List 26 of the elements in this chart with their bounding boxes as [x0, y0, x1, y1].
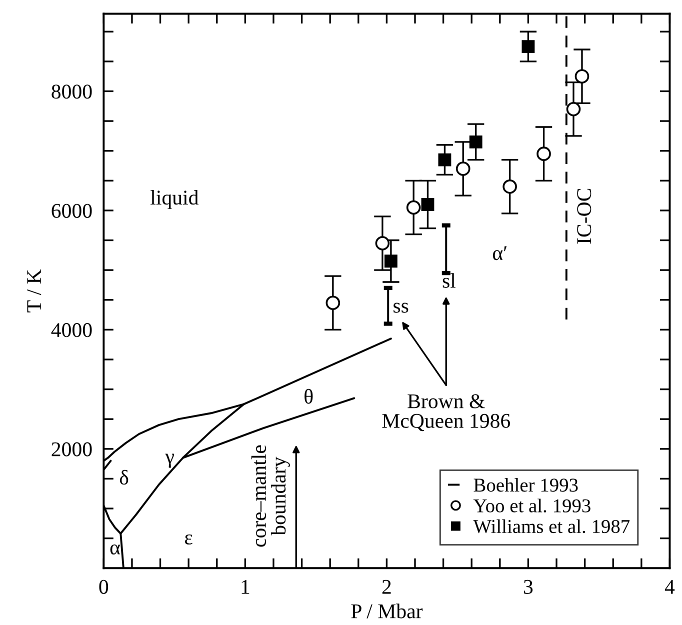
- x-tick-label: 0: [99, 580, 108, 594]
- legend-label: Williams et al. 1987: [473, 519, 630, 534]
- legend-label: Yoo et al. 1993: [473, 498, 590, 512]
- annotation: δ: [120, 470, 128, 485]
- y-axis-title: T / K: [27, 269, 42, 312]
- x-tick-label: 1: [242, 580, 250, 594]
- annotation: γ: [165, 454, 174, 468]
- annotation: ss: [394, 302, 408, 313]
- y-tick-label: 8000: [52, 84, 92, 99]
- x-tick-label: 4: [664, 580, 675, 594]
- annotation: θ: [304, 388, 313, 404]
- y-tick-label: 2000: [52, 442, 92, 456]
- y-tick-label: 4000: [51, 323, 92, 338]
- annotation: core–mantle boundary: [251, 445, 290, 547]
- x-tick-label: 2: [382, 580, 391, 594]
- x-tick-label: 3: [524, 580, 533, 594]
- annotation: sl: [442, 273, 456, 288]
- annotation: liquid: [150, 190, 198, 209]
- annotation: α: [110, 544, 120, 554]
- annotation: ε: [185, 534, 192, 545]
- legend-label: Boehler 1993: [474, 478, 578, 492]
- annotation: Brown & McQueen 1986: [382, 394, 510, 432]
- y-tick-label: 6000: [52, 204, 92, 218]
- x-axis-title: P / Mbar: [351, 604, 423, 618]
- annotation: α′: [492, 246, 507, 260]
- annotation: IC-OC: [577, 188, 592, 244]
